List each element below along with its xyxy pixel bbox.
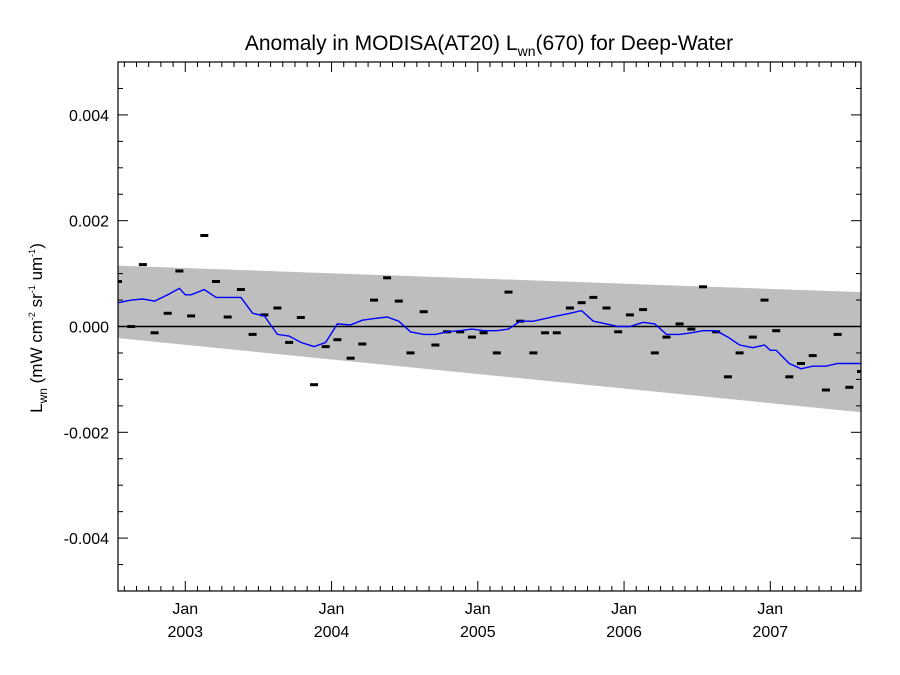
y-axis-label-units-um: um xyxy=(27,257,46,285)
x-tick-label-month: Jan xyxy=(611,601,637,618)
data-point-marker xyxy=(748,335,757,339)
data-point-marker xyxy=(735,351,744,355)
data-point-marker xyxy=(394,299,403,303)
data-point-marker xyxy=(602,306,611,310)
data-point-marker xyxy=(223,315,232,319)
data-point-marker xyxy=(127,325,136,328)
x-tick-label-year: 2004 xyxy=(314,624,350,641)
x-tick-label-year: 2005 xyxy=(460,624,496,641)
data-point-marker xyxy=(406,351,415,355)
data-point-marker xyxy=(212,280,220,283)
data-point-marker xyxy=(687,327,696,331)
data-point-marker xyxy=(358,342,367,346)
data-point-marker xyxy=(614,330,623,334)
plot-content xyxy=(118,234,861,413)
data-point-marker xyxy=(285,340,294,344)
data-point-marker xyxy=(565,306,574,310)
data-point-marker xyxy=(577,301,586,305)
data-point-marker xyxy=(760,298,769,302)
data-point-marker xyxy=(833,332,842,336)
chart-title: Anomaly in MODISA(AT20) Lwn(670) for Dee… xyxy=(245,32,733,59)
data-point-marker xyxy=(857,370,861,373)
x-tick-label-year: 2007 xyxy=(753,624,789,641)
chart-title-main: Anomaly in MODISA(AT20) L xyxy=(245,32,518,55)
data-point-marker xyxy=(456,330,465,334)
data-point-marker xyxy=(541,331,550,335)
data-point-marker xyxy=(772,329,781,333)
data-point-marker xyxy=(625,313,634,317)
data-point-marker xyxy=(662,335,671,339)
data-point-marker xyxy=(321,345,330,349)
y-axis-label: Lwn (mW cm-2 sr-1 um-1) xyxy=(27,243,50,413)
data-point-marker xyxy=(163,311,172,315)
data-point-marker xyxy=(260,313,269,317)
x-tick-label-month: Jan xyxy=(757,601,783,618)
data-point-marker xyxy=(797,362,805,365)
data-point-marker xyxy=(150,331,159,335)
data-point-marker xyxy=(273,306,282,310)
y-axis-label-sup1: -2 xyxy=(27,312,37,320)
y-tick-label: -0.002 xyxy=(64,425,109,442)
data-point-marker xyxy=(723,375,732,379)
data-point-marker xyxy=(333,338,342,342)
y-axis-label-subscript: wn xyxy=(36,388,50,404)
data-point-marker xyxy=(845,385,854,389)
data-point-marker xyxy=(821,388,830,392)
data-point-marker xyxy=(248,332,257,336)
y-axis-label-sup3: -1 xyxy=(27,249,37,257)
plot-area: 0.004 0.002 0.000 -0.002 -0.004 Jan 2003 Jan 200… xyxy=(64,61,862,641)
y-tick-label: 0.000 xyxy=(69,320,109,337)
data-point-marker xyxy=(808,354,817,358)
data-point-marker xyxy=(492,351,501,355)
y-axis-label-close: ) xyxy=(27,243,46,249)
data-point-marker xyxy=(236,288,245,291)
data-point-marker xyxy=(504,290,513,294)
x-tick-label-year: 2003 xyxy=(167,624,203,641)
data-point-marker xyxy=(467,335,476,339)
data-point-marker xyxy=(346,356,355,360)
data-point-marker xyxy=(589,295,598,299)
data-point-marker xyxy=(310,383,318,387)
running-mean-line xyxy=(118,287,861,370)
y-axis-label-sup2: -1 xyxy=(27,285,37,293)
data-point-marker xyxy=(479,331,488,335)
y-tick-label: 0.002 xyxy=(69,214,109,231)
data-point-marker xyxy=(175,269,184,273)
data-point-marker xyxy=(370,298,378,302)
data-point-marker xyxy=(383,276,392,280)
y-tick-label: 0.004 xyxy=(69,108,109,125)
data-point-marker xyxy=(431,343,440,347)
data-point-marker xyxy=(712,330,721,334)
data-point-marker xyxy=(419,310,428,314)
x-tick-label-month: Jan xyxy=(319,601,345,618)
data-point-marker xyxy=(138,263,147,267)
data-point-marker xyxy=(118,280,122,283)
data-point-marker xyxy=(785,375,794,379)
y-axis-label-units-sr: sr xyxy=(27,293,46,312)
data-point-marker xyxy=(699,285,707,289)
y-axis-label-symbol: L xyxy=(27,403,46,412)
data-point-marker xyxy=(650,351,659,355)
data-point-marker xyxy=(639,308,648,312)
confidence-band xyxy=(118,265,861,413)
x-tick-label-month: Jan xyxy=(465,601,491,618)
data-point-marker xyxy=(200,234,209,237)
data-point-marker xyxy=(552,331,561,335)
x-tick-label-year: 2006 xyxy=(606,624,642,641)
data-point-marker xyxy=(529,351,538,355)
y-tick-label: -0.004 xyxy=(64,531,109,548)
x-tick-label-month: Jan xyxy=(172,601,198,618)
y-axis-label-units: (mW cm xyxy=(27,320,46,388)
chart-title-suffix: (670) for Deep-Water xyxy=(535,32,733,55)
data-point-marker xyxy=(296,316,305,319)
data-point-marker xyxy=(675,322,684,326)
chart-title-subscript: wn xyxy=(517,43,536,59)
data-point-marker xyxy=(187,314,196,318)
